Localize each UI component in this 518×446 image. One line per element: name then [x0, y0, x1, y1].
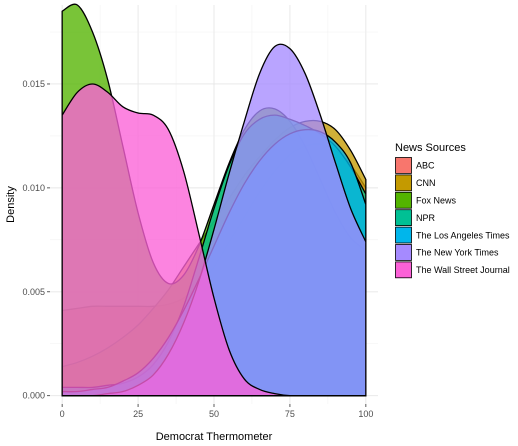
legend-title: News Sources: [395, 142, 466, 154]
y-tick-label: 0.005: [22, 287, 45, 297]
legend-key: [395, 261, 412, 279]
legend-key: [395, 244, 412, 261]
legend-label: The New York Times: [416, 248, 499, 258]
density-areas: [61, 3, 367, 397]
legend-label: Fox News: [416, 196, 457, 206]
x-tick-label: 50: [209, 409, 219, 419]
legend-key: [395, 191, 412, 209]
x-axis-title: Democrat Thermometer: [156, 431, 273, 443]
y-tick-label: 0.010: [22, 183, 45, 193]
legend-key: [395, 174, 412, 192]
axis-ticks: 0 25 50 75 100 0.000 0.005 0.010 0.015: [22, 79, 373, 419]
legend: News Sources ABC CNN Fox News NPR The Los An…: [395, 142, 510, 279]
legend-label: ABC: [416, 161, 435, 171]
x-tick-label: 75: [285, 409, 295, 419]
legend-key: [395, 209, 412, 226]
legend-label: CNN: [416, 178, 436, 188]
y-axis-title: Density: [5, 186, 17, 223]
legend-key: [395, 226, 412, 244]
legend-label: NPR: [416, 213, 436, 223]
y-tick-label: 0.015: [22, 79, 45, 89]
density-area-the-wall-street-journal: [61, 83, 367, 397]
legend-label: The Wall Street Journal: [416, 265, 510, 275]
x-tick-label: 100: [358, 409, 373, 419]
x-tick-label: 0: [60, 409, 65, 419]
legend-label: The Los Angeles Times: [416, 230, 510, 240]
legend-key: [395, 157, 412, 174]
y-tick-label: 0.000: [22, 391, 45, 401]
x-tick-label: 25: [133, 409, 143, 419]
